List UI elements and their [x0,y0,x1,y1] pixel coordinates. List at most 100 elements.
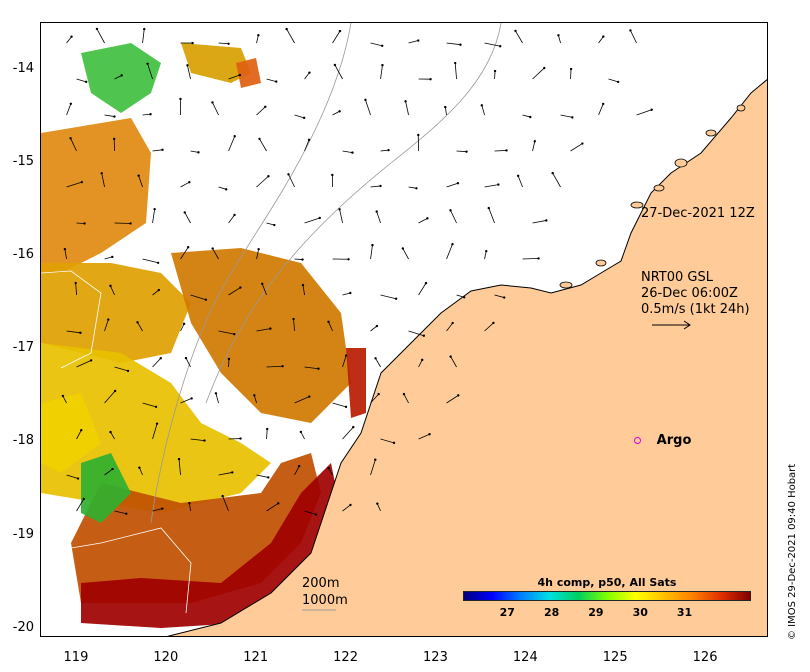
current-vector [446,42,461,46]
current-vector-head [371,243,374,247]
contour-line [205,23,502,404]
current-vector [376,211,381,224]
current-vector [152,209,156,224]
current-vector-head [338,110,341,113]
current-vector [450,210,457,224]
current-vector-head [374,458,377,461]
current-vector-head [601,102,605,106]
lat-tick-label: -20 [12,619,34,635]
current-vector-head [183,211,186,214]
contour-1000-label: 1000m [302,593,348,608]
current-vector [266,428,268,440]
current-vector-head [155,422,159,425]
current-vector-head [257,248,260,251]
current-vector-head [349,291,352,295]
current-vector-head [381,63,384,67]
current-vector-head [203,439,206,442]
contour-line-white [41,270,102,369]
current-vector-head [492,321,495,325]
current-vector [418,433,430,440]
current-vector [142,113,151,116]
current-vector-head [79,331,82,335]
current-vector-head [74,281,77,285]
current-vector [256,106,266,116]
current-vector [114,75,122,80]
current-vector [608,78,619,83]
sst-patch [41,118,151,273]
lon-tick-label: 125 [602,650,628,665]
lon-tick-label: 124 [512,650,538,665]
current-vector [494,294,505,298]
current-vector [560,114,573,118]
current-vector [294,258,303,260]
current-vector [261,283,267,296]
current-vector-head [557,34,560,37]
current-vector [66,181,82,188]
current-vector [304,510,317,515]
current-vector [152,423,158,440]
current-vector-head [318,216,321,220]
current-vector [266,222,275,226]
current-vector-head [257,34,260,37]
current-vector [380,149,389,152]
current-vector-head [308,395,311,398]
sst-patch [81,463,341,628]
current-vector-head [301,283,305,287]
current-vector [228,214,235,224]
current-vector-head [616,80,620,84]
colorbar-tick: 28 [543,606,560,619]
current-vector-head [351,151,354,154]
current-vector [532,141,536,152]
current-vector [222,495,229,512]
current-vector [288,174,295,188]
current-vector [114,510,127,515]
current-vector [70,138,77,152]
current-vector-head [480,104,484,107]
current-vector [256,35,259,44]
current-vector [187,65,191,80]
current-vector [300,431,305,440]
land-mass [166,79,767,636]
current-vector [142,402,157,408]
current-vector-head [571,116,574,119]
current-vector-head [211,247,214,250]
current-vector-head [497,183,500,186]
current-vector [266,365,283,368]
current-vector [342,292,351,296]
lat-tick-label: -19 [12,526,34,542]
current-vector-head [299,430,303,434]
current-vector-head [503,296,506,299]
current-vector [66,36,72,44]
sst-patch [171,248,351,423]
current-vector-head [297,464,301,468]
current-vector [339,209,343,224]
current-vector [152,508,163,512]
current-vector-head [179,97,182,101]
current-vector [484,42,501,47]
current-vector [456,294,465,298]
current-vector-head [253,394,256,397]
current-vector-head [392,441,396,445]
current-vector [375,358,381,368]
current-vector-head [415,187,418,190]
sst-patch [41,263,191,363]
current-vector [332,30,341,44]
current-vector [405,101,409,116]
sst-map[interactable] [40,22,768,637]
current-vector [266,78,277,82]
current-vector-head [377,392,380,396]
current-vector [380,438,395,444]
current-vector-head [451,321,454,325]
current-vector [215,393,219,404]
argo-float-marker[interactable] [633,437,641,445]
current-vector-head [533,140,536,143]
island [559,281,573,289]
current-vector [456,150,467,153]
credit-label: © IMOS 29-Dec-2021 09:40 Hobart [787,463,798,640]
current-vector-head [83,222,86,225]
current-vector [212,248,219,260]
current-vector [152,149,163,152]
current-vector-head [89,359,93,362]
current-vector-head [159,357,162,360]
current-vector-head [277,502,280,505]
